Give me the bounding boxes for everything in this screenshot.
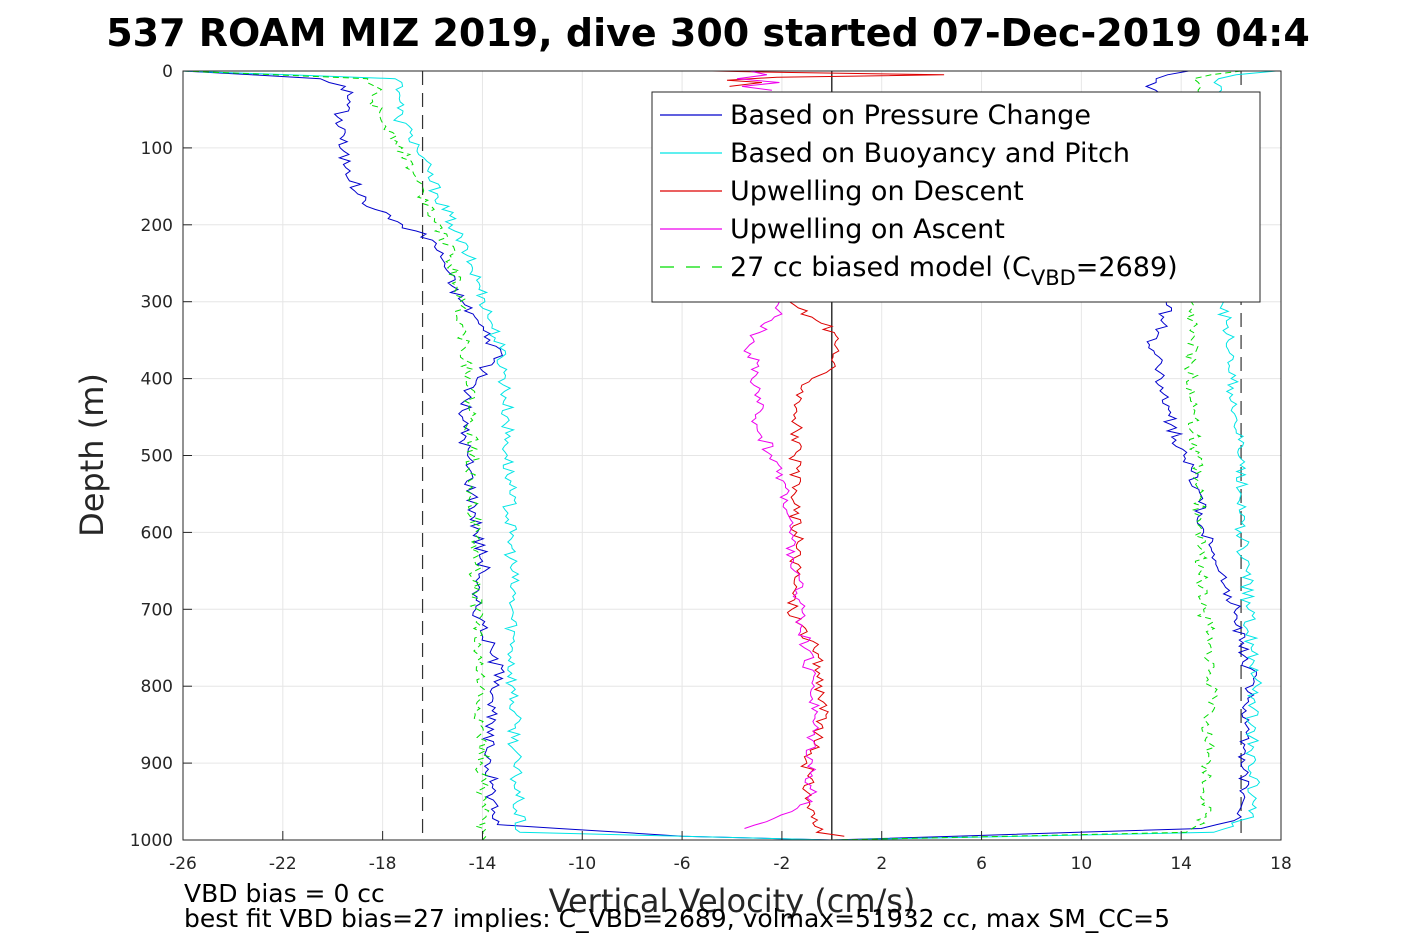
vbd-bias-note: VBD bias = 0 cc — [184, 879, 385, 908]
x-tick-label: -6 — [674, 854, 691, 874]
series-line — [831, 301, 1257, 841]
series-line — [182, 70, 832, 841]
y-tick-label: 800 — [141, 677, 173, 697]
x-tick-label: 2 — [876, 854, 887, 874]
y-tick-label: 900 — [141, 754, 173, 774]
series-group — [182, 70, 1277, 841]
x-tick-label: 10 — [1071, 854, 1093, 874]
y-tick-label: 500 — [141, 447, 173, 467]
y-tick-label: 100 — [141, 139, 173, 159]
legend-label: Based on Pressure Change — [730, 100, 1091, 131]
series-line — [1144, 70, 1189, 95]
x-tick-label: -14 — [469, 854, 497, 874]
legend-box — [651, 91, 1261, 303]
series-line — [182, 70, 491, 841]
legend-label: Based on Buoyancy and Pitch — [730, 138, 1130, 169]
series-line — [831, 301, 1218, 841]
y-axis-ticks: 0 100 200 300 400 500 600 700 800 900 1000 — [130, 62, 192, 851]
chart-title: 537 ROAM MIZ 2019, dive 300 started 07-D… — [106, 11, 1310, 55]
best-fit-note: best fit VBD bias=27 implies: C_VBD=2689… — [184, 904, 1170, 933]
legend-label: Upwelling on Descent — [730, 176, 1024, 207]
series-line — [743, 301, 821, 829]
y-axis-label: Depth (m) — [73, 373, 111, 537]
series-line — [831, 301, 1263, 841]
series-line — [736, 70, 780, 91]
x-axis-ticks: -26 -22 -18 -14 -10 -6 -2 2 6 10 14 18 — [169, 831, 1292, 874]
y-tick-label: 200 — [141, 216, 173, 236]
legend-label: Upwelling on Ascent — [730, 214, 1005, 245]
y-tick-label: 300 — [141, 293, 173, 313]
series-line — [711, 70, 945, 87]
x-tick-label: -10 — [568, 854, 596, 874]
series-line — [1192, 70, 1242, 95]
y-tick-label: 600 — [141, 523, 173, 543]
x-axis-label: Vertical Velocity (cm/s) — [549, 882, 916, 920]
y-tick-label: 700 — [141, 600, 173, 620]
x-tick-label: -26 — [169, 854, 197, 874]
x-tick-label: 18 — [1270, 854, 1292, 874]
series-line — [182, 70, 832, 841]
x-tick-label: 14 — [1170, 854, 1192, 874]
y-tick-label: 1000 — [130, 831, 173, 851]
y-tick-label: 0 — [162, 62, 173, 82]
legend: Based on Pressure Change Based on Buoyanc… — [651, 91, 1261, 303]
series-line — [786, 301, 845, 837]
series-line — [1213, 70, 1277, 95]
x-tick-label: -18 — [369, 854, 397, 874]
y-tick-label: 400 — [141, 370, 173, 390]
x-tick-label: -22 — [269, 854, 297, 874]
x-tick-label: -2 — [773, 854, 790, 874]
legend-label: 27 cc biased model (CVBD=2689) — [730, 252, 1178, 290]
x-tick-label: 6 — [976, 854, 987, 874]
